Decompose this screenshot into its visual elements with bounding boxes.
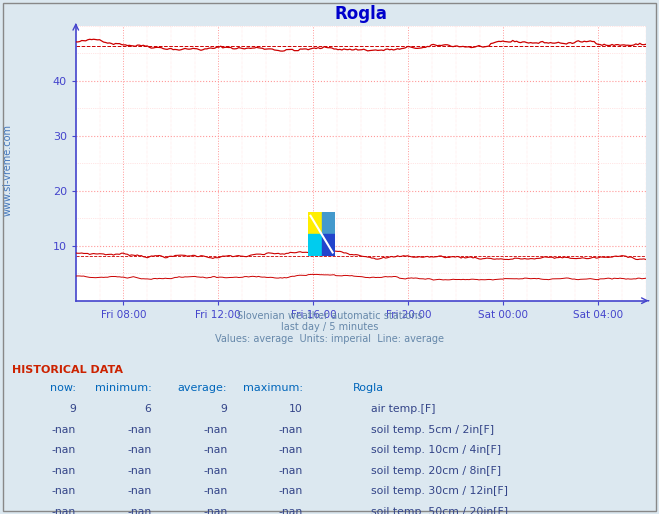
- Text: average:: average:: [178, 383, 227, 393]
- Text: -nan: -nan: [279, 507, 303, 514]
- Text: soil temp. 20cm / 8in[F]: soil temp. 20cm / 8in[F]: [371, 466, 501, 475]
- Text: 9: 9: [69, 404, 76, 414]
- Text: Slovenian weather automatic stations: Slovenian weather automatic stations: [237, 311, 422, 321]
- Text: -nan: -nan: [203, 425, 227, 434]
- Text: 6: 6: [145, 404, 152, 414]
- Bar: [308, 234, 322, 256]
- Text: -nan: -nan: [127, 445, 152, 455]
- Bar: [308, 212, 322, 234]
- Text: -nan: -nan: [127, 425, 152, 434]
- Text: -nan: -nan: [127, 466, 152, 475]
- Text: soil temp. 10cm / 4in[F]: soil temp. 10cm / 4in[F]: [371, 445, 501, 455]
- Text: -nan: -nan: [279, 486, 303, 496]
- Text: minimum:: minimum:: [95, 383, 152, 393]
- Bar: [322, 212, 335, 234]
- Text: soil temp. 5cm / 2in[F]: soil temp. 5cm / 2in[F]: [371, 425, 494, 434]
- Text: Values: average  Units: imperial  Line: average: Values: average Units: imperial Line: av…: [215, 334, 444, 343]
- Text: -nan: -nan: [279, 445, 303, 455]
- Text: -nan: -nan: [203, 507, 227, 514]
- Text: soil temp. 30cm / 12in[F]: soil temp. 30cm / 12in[F]: [371, 486, 508, 496]
- Text: -nan: -nan: [51, 486, 76, 496]
- Text: -nan: -nan: [203, 486, 227, 496]
- Text: now:: now:: [50, 383, 76, 393]
- Text: 9: 9: [221, 404, 227, 414]
- Text: -nan: -nan: [279, 425, 303, 434]
- Bar: [322, 234, 335, 256]
- Text: last day / 5 minutes: last day / 5 minutes: [281, 322, 378, 332]
- Text: -nan: -nan: [51, 507, 76, 514]
- Text: www.si-vreme.com: www.si-vreme.com: [3, 124, 13, 215]
- Text: -nan: -nan: [51, 445, 76, 455]
- Title: Rogla: Rogla: [334, 5, 387, 23]
- Text: 10: 10: [289, 404, 303, 414]
- Text: -nan: -nan: [127, 507, 152, 514]
- Text: -nan: -nan: [203, 466, 227, 475]
- Text: Rogla: Rogla: [353, 383, 384, 393]
- Text: soil temp. 50cm / 20in[F]: soil temp. 50cm / 20in[F]: [371, 507, 508, 514]
- Text: HISTORICAL DATA: HISTORICAL DATA: [12, 365, 123, 375]
- Text: -nan: -nan: [51, 425, 76, 434]
- Text: air temp.[F]: air temp.[F]: [371, 404, 436, 414]
- Text: -nan: -nan: [127, 486, 152, 496]
- Text: -nan: -nan: [51, 466, 76, 475]
- Text: -nan: -nan: [203, 445, 227, 455]
- Text: -nan: -nan: [279, 466, 303, 475]
- Text: maximum:: maximum:: [243, 383, 303, 393]
